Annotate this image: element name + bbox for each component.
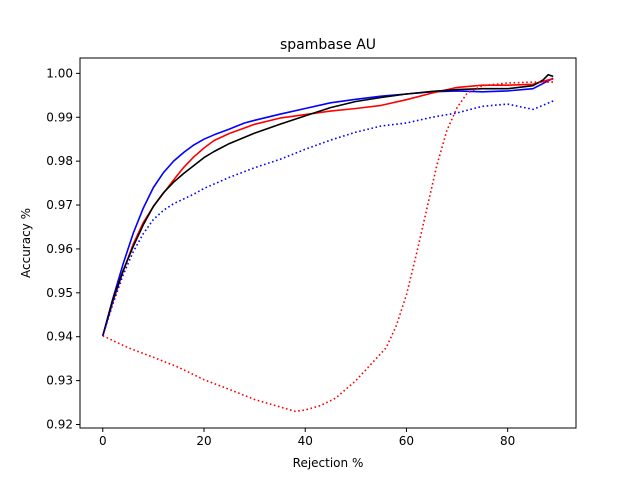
y-tick-label: 0.97: [46, 198, 73, 212]
y-tick-label: 0.99: [46, 110, 73, 124]
x-tick-label: 20: [196, 434, 211, 448]
x-axis-ticks: 0 20 40 60 80: [99, 428, 515, 448]
x-axis-label: Rejection %: [293, 456, 364, 470]
x-tick-label: 40: [298, 434, 313, 448]
axes-frame: [79, 57, 577, 429]
series-line-5: [102, 81, 554, 413]
plot-area: [102, 73, 554, 413]
y-tick-label: 1.00: [46, 66, 73, 80]
y-tick-label: 0.93: [46, 374, 73, 388]
series-line-4: [102, 100, 554, 337]
x-tick-label: 60: [399, 434, 414, 448]
chart-title: spambase AU: [280, 37, 376, 53]
series-line-3: [102, 73, 554, 337]
y-tick-label: 0.98: [46, 154, 73, 168]
x-tick-label: 0: [99, 434, 107, 448]
y-tick-label: 0.96: [46, 242, 73, 256]
y-tick-label: 0.92: [46, 417, 73, 431]
y-tick-label: 0.94: [46, 330, 73, 344]
y-tick-label: 0.95: [46, 286, 73, 300]
y-axis-label: Accuracy %: [19, 208, 33, 278]
x-tick-label: 80: [500, 434, 515, 448]
y-axis-ticks: 0.92 0.93 0.94 0.95 0.96 0.97 0.98 0.99 1.00: [46, 66, 80, 431]
